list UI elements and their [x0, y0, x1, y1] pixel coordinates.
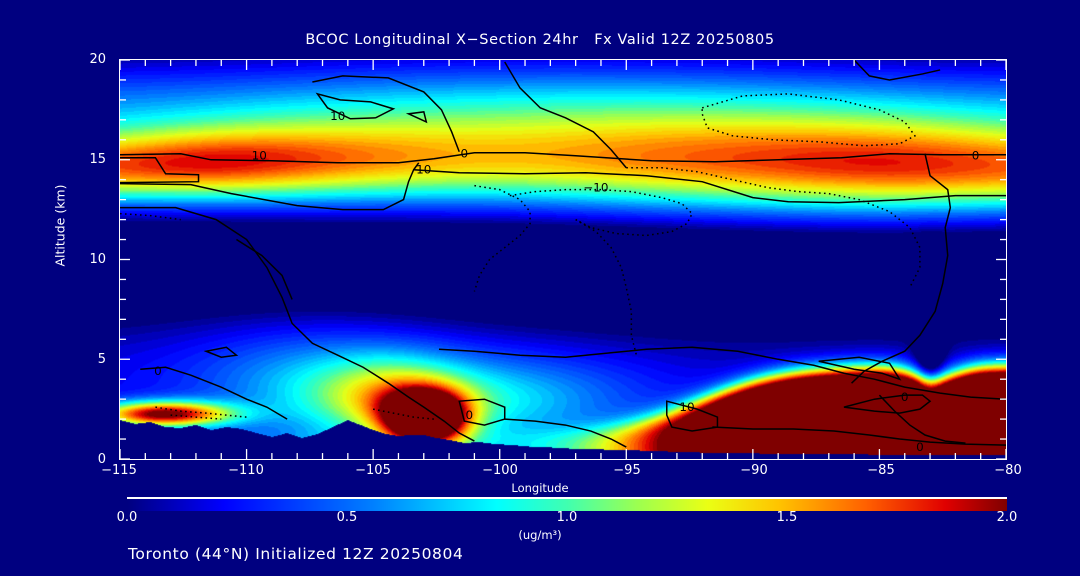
x-tick-label--85: −85 [867, 463, 895, 478]
axis-tick-marks [120, 60, 1006, 459]
y-tick-label-20: 20 [89, 52, 106, 67]
x-tick-label--105: −105 [355, 463, 391, 478]
y-tick-label-5: 5 [97, 352, 106, 367]
initialization-caption: Toronto (44°N) Initialized 12Z 20250804 [128, 545, 464, 563]
svg-text:10: 10 [679, 400, 694, 414]
svg-text:10: 10 [252, 149, 267, 163]
x-axis-label: Longitude [511, 481, 569, 495]
colorbar-tick-0.0: 0.0 [116, 510, 138, 525]
colorbar-gradient [127, 499, 1007, 511]
svg-text:0: 0 [154, 364, 162, 378]
svg-text:10: 10 [416, 163, 431, 177]
svg-text:0: 0 [916, 440, 924, 454]
colorbar-tick-1.0: 1.0 [556, 510, 578, 525]
y-axis-label: Altitude (km) [52, 184, 68, 267]
bcoc-field-heatmap [120, 60, 1006, 459]
wind-contour-overlay: 10 10 10 0 0 −10 0 0 10 0 0 [120, 60, 1006, 454]
svg-text:0: 0 [460, 147, 468, 161]
svg-text:0: 0 [901, 390, 909, 404]
x-tick-label--90: −90 [740, 463, 768, 478]
colorbar-tick-2.0: 2.0 [996, 510, 1018, 525]
x-tick-label--95: −95 [613, 463, 641, 478]
svg-text:0: 0 [972, 149, 980, 163]
x-tick-label--80: −80 [994, 463, 1022, 478]
x-tick-label--115: −115 [101, 463, 137, 478]
svg-text:0: 0 [466, 408, 474, 422]
cross-section-plot[interactable]: 10 10 10 0 0 −10 0 0 10 0 0 [119, 59, 1007, 460]
page-title: BCOC Longitudinal X−Section 24hr Fx Vali… [305, 32, 775, 48]
svg-text:10: 10 [330, 109, 345, 123]
colorbar-tick-0.5: 0.5 [336, 510, 358, 525]
y-tick-label-0: 0 [97, 452, 106, 467]
colorbar[interactable] [127, 497, 1007, 511]
colorbar-units-label: (ug/m³) [518, 528, 562, 542]
x-tick-label--100: −100 [482, 463, 518, 478]
x-tick-label--110: −110 [228, 463, 264, 478]
svg-text:−10: −10 [583, 181, 608, 195]
colorbar-tick-1.5: 1.5 [776, 510, 798, 525]
y-tick-label-15: 15 [89, 152, 106, 167]
y-tick-label-10: 10 [89, 252, 106, 267]
